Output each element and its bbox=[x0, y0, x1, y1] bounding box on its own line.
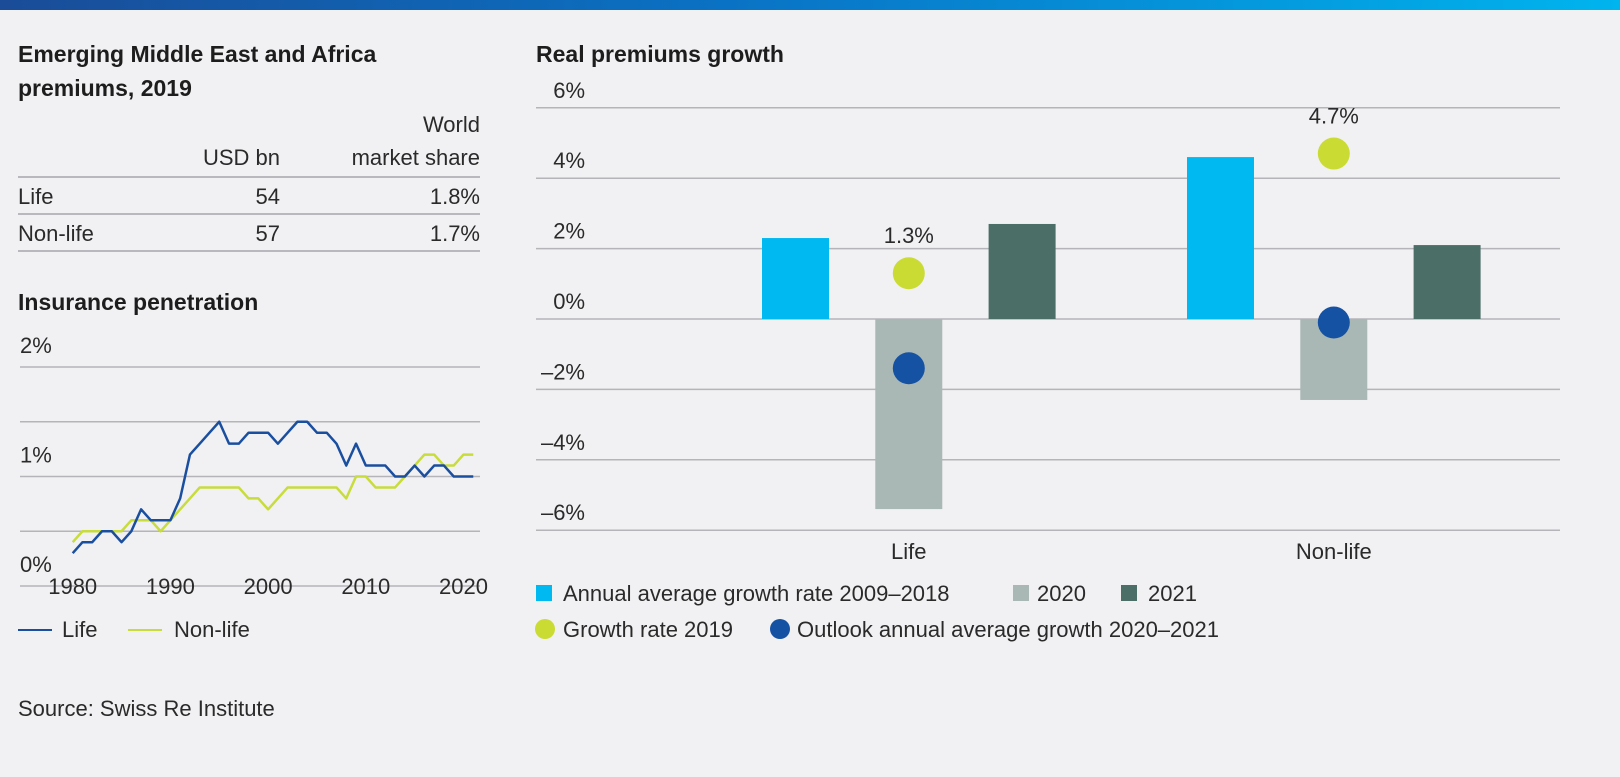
y-tick-label: 1% bbox=[20, 443, 52, 468]
table-title-line1: Emerging Middle East and Africa bbox=[18, 41, 377, 67]
x-tick-label: 1990 bbox=[146, 574, 195, 599]
row-life-label: Life bbox=[18, 184, 54, 209]
table-divider bbox=[18, 176, 480, 178]
data-label: 4.7% bbox=[1309, 104, 1359, 129]
line-chart-title: Insurance penetration bbox=[18, 289, 259, 315]
legend-2021-label: 2021 bbox=[1148, 581, 1197, 606]
legend-avg-swatch bbox=[536, 585, 552, 601]
bar-chart-title: Real premiums growth bbox=[536, 41, 784, 67]
legend-growth2019-label: Growth rate 2019 bbox=[563, 617, 733, 642]
row-life-share: 1.8% bbox=[429, 184, 480, 209]
data-label: 1.3% bbox=[884, 223, 934, 248]
legend-2020-label: 2020 bbox=[1037, 581, 1086, 606]
y-tick-label: 6% bbox=[553, 78, 585, 103]
x-tick-label: 2010 bbox=[341, 574, 390, 599]
bar-life-1 bbox=[875, 319, 943, 510]
legend-growth2019-marker bbox=[535, 619, 555, 639]
col-header-share-line2: market share bbox=[351, 145, 480, 170]
x-tick-label: 2020 bbox=[439, 574, 488, 599]
y-tick-label: –4% bbox=[541, 430, 585, 455]
table-title-line2: premiums, 2019 bbox=[18, 75, 192, 101]
legend-nonlife-swatch bbox=[128, 629, 162, 631]
col-header-share-line1: World bbox=[422, 112, 480, 137]
x-tick-label: 2000 bbox=[244, 574, 293, 599]
y-tick-label: –6% bbox=[541, 500, 585, 525]
y-tick-label: 0% bbox=[553, 289, 585, 314]
y-tick-label: 2% bbox=[553, 219, 585, 244]
table-divider bbox=[18, 213, 480, 215]
y-tick-label: 0% bbox=[20, 552, 52, 577]
bar-life-0 bbox=[762, 238, 829, 319]
legend-life-swatch bbox=[18, 629, 52, 631]
marker-growth2019-non-life bbox=[1317, 137, 1350, 170]
x-tick-label: 1980 bbox=[48, 574, 97, 599]
y-tick-label: 4% bbox=[553, 148, 585, 173]
col-header-usd: USD bn bbox=[202, 145, 280, 170]
row-life-usd: 54 bbox=[255, 184, 280, 209]
legend-outlook-label: Outlook annual average growth 2020–2021 bbox=[797, 617, 1219, 642]
bar-non-life-2 bbox=[1413, 245, 1481, 319]
row-nonlife-label: Non-life bbox=[18, 221, 94, 246]
legend-2020-swatch bbox=[1013, 585, 1029, 601]
bar-life-2 bbox=[988, 223, 1056, 319]
table-divider bbox=[18, 250, 480, 252]
legend-avg-label: Annual average growth rate 2009–2018 bbox=[563, 581, 950, 606]
marker-outlook-non-life bbox=[1317, 306, 1350, 339]
legend-life-label: Life bbox=[62, 617, 98, 642]
marker-outlook-life bbox=[892, 352, 925, 385]
y-tick-label: 2% bbox=[20, 333, 52, 358]
y-tick-label: –2% bbox=[541, 359, 585, 384]
legend-outlook-marker bbox=[770, 619, 790, 639]
row-nonlife-usd: 57 bbox=[255, 221, 280, 246]
legend-nonlife-label: Non-life bbox=[174, 617, 250, 642]
bar-non-life-0 bbox=[1187, 157, 1254, 319]
marker-growth2019-life bbox=[892, 257, 925, 290]
series-line-life bbox=[71, 420, 474, 554]
top-accent-bar bbox=[0, 0, 1620, 10]
category-label: Life bbox=[891, 539, 926, 564]
category-label: Non-life bbox=[1296, 539, 1372, 564]
row-nonlife-share: 1.7% bbox=[429, 221, 480, 246]
source-note: Source: Swiss Re Institute bbox=[18, 696, 275, 721]
legend-2021-swatch bbox=[1121, 585, 1137, 601]
